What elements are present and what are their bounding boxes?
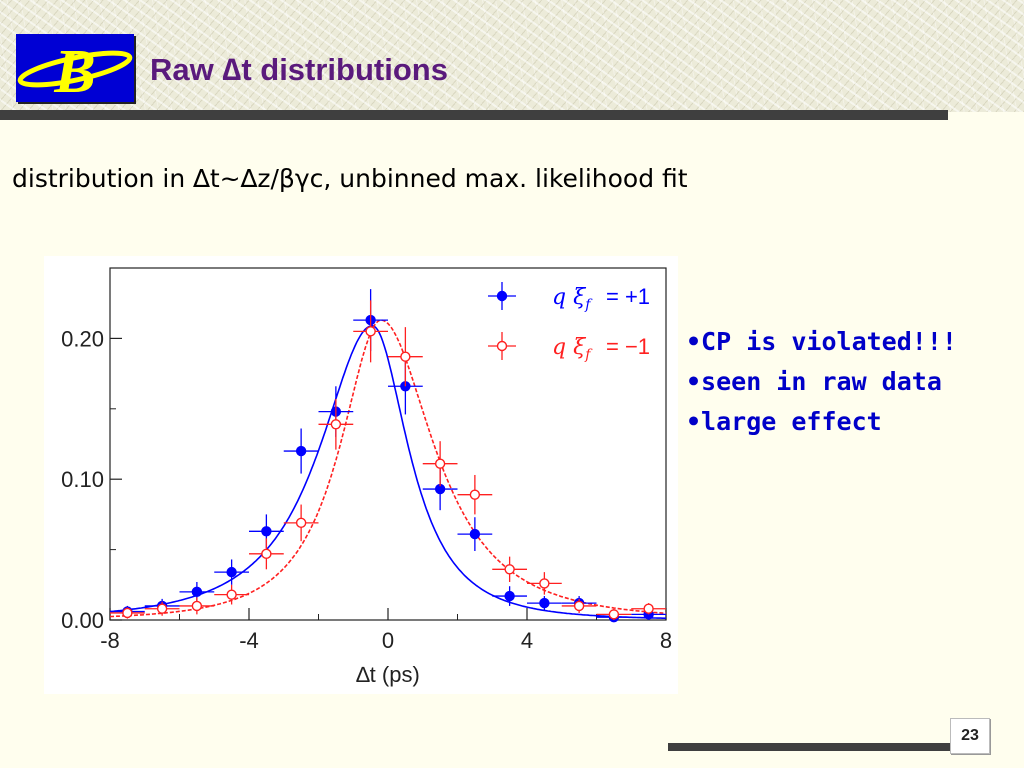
data-point-minus	[226, 589, 237, 600]
bullet-item: •large effect	[686, 407, 882, 436]
data-point-minus	[539, 578, 550, 589]
data-point-minus	[504, 564, 515, 575]
x-tick-label: 0	[382, 628, 394, 653]
legend-label-plus: = +1	[606, 284, 650, 309]
plot-area-frame	[109, 267, 667, 621]
data-point-plus	[504, 590, 515, 602]
footer-rule	[668, 743, 958, 751]
bullet-item: •seen in raw data	[686, 367, 942, 396]
data-point-minus	[191, 600, 203, 612]
data-point-minus	[643, 603, 654, 614]
legend-marker-minus	[496, 340, 508, 352]
data-point-minus	[573, 600, 585, 612]
slide-title: Raw ∆t distributions	[150, 52, 448, 87]
data-point-minus	[434, 458, 446, 469]
legend-marker-plus	[496, 290, 508, 302]
data-point-minus	[122, 607, 133, 619]
x-tick-label: 4	[521, 628, 533, 653]
legend-symbol-plus: q ξf	[552, 285, 593, 313]
data-point-plus	[539, 597, 550, 609]
data-point-minus	[295, 517, 307, 529]
bullet-item: •CP is violated!!!	[686, 327, 957, 356]
x-axis-label: ∆t (ps)	[356, 662, 420, 687]
x-tick-label: -8	[100, 628, 120, 653]
plot-frame: -8 -4 0 4 8 0.00 0.10 0.20 ∆t (ps) q ξf = +1 q ξf = …	[44, 256, 678, 694]
data-point-plus	[226, 566, 237, 578]
y-tick-label: 0.00	[61, 608, 104, 633]
x-tick-label: 8	[660, 628, 672, 653]
logo-letter: B	[53, 38, 95, 102]
data-point-plus	[295, 445, 307, 457]
slide-subtitle: distribution in ∆t~∆z/βγc, unbinned max.…	[12, 164, 688, 193]
bullet-list: •CP is violated!!! •seen in raw data •la…	[686, 322, 957, 442]
dt-distribution-chart: -8 -4 0 4 8 0.00 0.10 0.20 ∆t (ps) q ξf = +1 q ξf = …	[61, 267, 672, 687]
header-texture	[0, 0, 1024, 112]
data-point-plus	[469, 528, 481, 540]
y-tick-label: 0.20	[61, 326, 104, 351]
data-point-minus	[400, 351, 411, 362]
legend-symbol-minus: q ξf	[552, 335, 593, 363]
data-point-minus	[156, 603, 168, 614]
data-point-minus	[608, 609, 620, 620]
y-tick-label: 0.10	[61, 467, 104, 492]
page-number: 23	[950, 718, 990, 754]
data-point-plus	[191, 586, 203, 598]
fit-curve-plus	[109, 324, 667, 620]
data-point-minus	[365, 326, 376, 337]
data-point-plus	[261, 526, 272, 537]
belle-logo: B	[16, 34, 134, 102]
header-rule	[0, 110, 948, 120]
data-point-minus	[261, 548, 272, 560]
data-point-minus	[469, 489, 481, 500]
x-tick-label: -4	[239, 628, 259, 653]
legend-label-minus: = −1	[606, 334, 650, 359]
fit-curve-minus	[110, 319, 667, 618]
data-point-minus	[330, 419, 342, 430]
